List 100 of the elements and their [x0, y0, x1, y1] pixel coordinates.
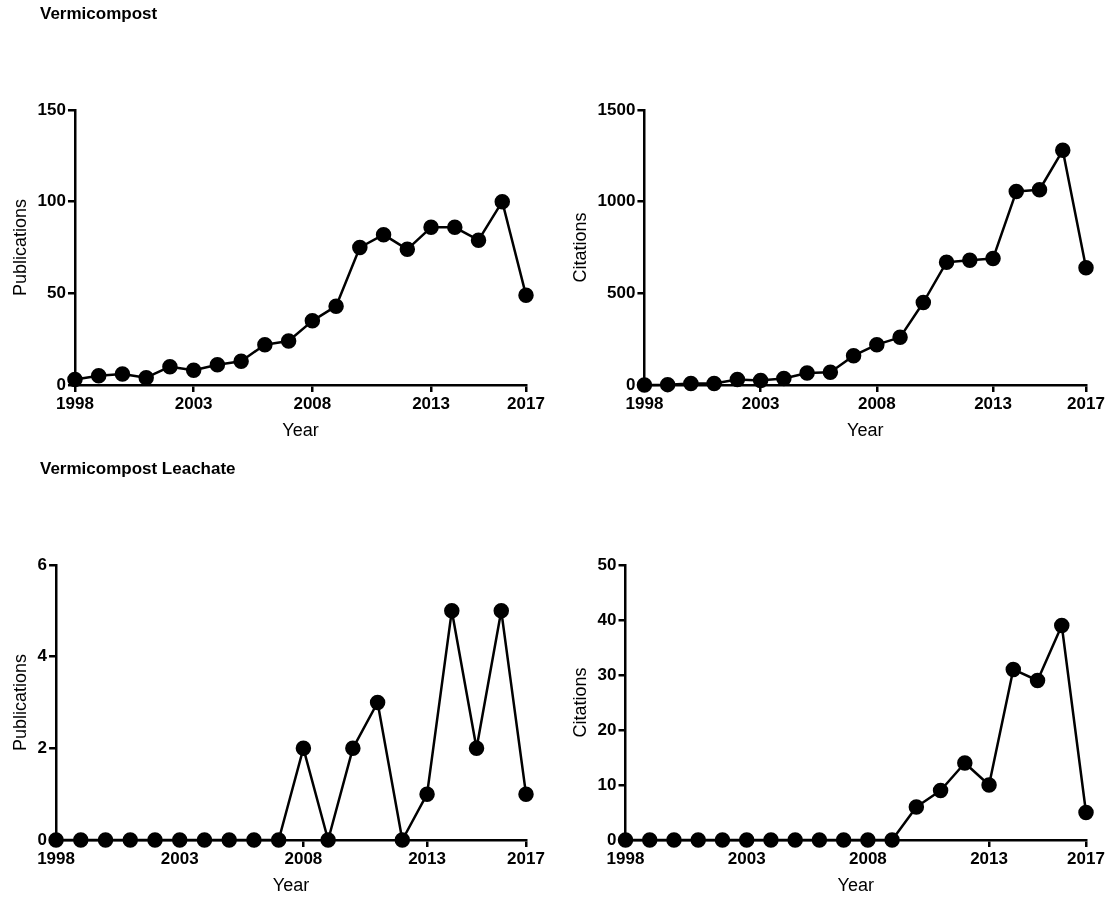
point	[860, 832, 876, 848]
point	[787, 832, 803, 848]
x-tick-label: 1998	[56, 393, 94, 413]
point	[320, 832, 336, 848]
point	[185, 362, 202, 379]
x-tick-label: 2017	[1067, 848, 1105, 868]
point	[1031, 182, 1048, 198]
y-tick-label: 1500	[597, 99, 636, 119]
point	[328, 298, 344, 314]
y-tick-label: 150	[37, 99, 66, 119]
y-axis-title: Publications	[9, 653, 30, 752]
point	[233, 353, 249, 369]
point	[776, 370, 792, 387]
point	[962, 252, 978, 269]
point	[468, 740, 485, 757]
x-tick-label: 2008	[848, 848, 887, 868]
point	[1055, 142, 1071, 159]
point	[221, 832, 237, 848]
x-tick-label: 2003	[160, 848, 199, 868]
point	[729, 371, 746, 388]
x-tick-label: 2013	[412, 393, 450, 413]
point	[666, 832, 682, 848]
x-tick-label: 2008	[284, 848, 323, 868]
point	[892, 329, 908, 346]
point	[138, 369, 154, 386]
point	[394, 832, 411, 848]
x-tick-label: 2013	[974, 393, 1012, 413]
point	[811, 832, 828, 848]
x-tick-label: 2003	[741, 393, 780, 413]
point	[67, 371, 83, 388]
x-axis-title: Year	[837, 875, 874, 896]
y-tick-label: 40	[597, 609, 617, 629]
x-tick-label: 2017	[1067, 393, 1105, 413]
point	[470, 232, 487, 248]
y-tick-label: 0	[607, 829, 617, 849]
point	[518, 287, 534, 303]
point	[444, 603, 460, 619]
point	[1054, 617, 1070, 634]
y-tick-label: 0	[625, 374, 636, 394]
chart-title: Vermicompost Leachate	[40, 459, 236, 479]
point	[884, 832, 900, 848]
point	[257, 336, 273, 353]
point	[280, 333, 297, 349]
point	[1029, 672, 1046, 689]
x-axis-title: Year	[272, 875, 310, 896]
point	[636, 377, 653, 393]
x-tick-label: 2017	[507, 848, 545, 868]
point	[375, 226, 392, 243]
x-tick-label: 1998	[37, 848, 75, 868]
point	[114, 366, 131, 382]
y-tick-label: 6	[37, 554, 48, 574]
y-axis-title: Publications	[9, 198, 30, 297]
point	[938, 254, 955, 270]
point	[822, 364, 839, 380]
y-tick-label: 10	[597, 774, 617, 794]
point	[985, 250, 1001, 267]
point	[122, 832, 139, 848]
point	[352, 239, 368, 256]
point	[147, 832, 163, 848]
point	[246, 832, 262, 848]
y-tick-label: 0	[56, 374, 66, 394]
chart-title: Vermicompost	[40, 4, 158, 24]
x-tick-label: 2013	[408, 848, 446, 868]
point	[683, 375, 699, 392]
point	[196, 832, 213, 848]
point	[399, 241, 416, 258]
point	[752, 372, 769, 389]
x-tick-label: 2017	[507, 393, 545, 413]
y-axis-title: Citations	[569, 212, 590, 283]
x-axis-title: Year	[282, 420, 319, 441]
point	[48, 832, 64, 848]
point	[73, 832, 89, 848]
point	[1008, 183, 1025, 200]
point	[932, 782, 949, 799]
point	[1078, 259, 1094, 276]
point	[493, 603, 510, 619]
point	[345, 740, 361, 757]
x-tick-label: 2003	[174, 393, 213, 413]
y-tick-label: 50	[597, 554, 617, 574]
point	[295, 740, 312, 757]
point	[915, 294, 932, 311]
y-tick-label: 2	[37, 738, 48, 758]
point	[162, 358, 178, 375]
point	[763, 832, 779, 848]
y-tick-label: 1000	[597, 191, 636, 211]
x-tick-label: 1998	[625, 393, 664, 413]
point	[714, 832, 731, 848]
point	[738, 832, 755, 848]
x-tick-label: 2013	[970, 848, 1008, 868]
point	[270, 832, 287, 848]
point	[835, 832, 852, 848]
point	[908, 799, 925, 815]
point	[981, 777, 997, 793]
point	[869, 336, 885, 353]
y-axis-title: Citations	[569, 667, 590, 738]
point	[706, 375, 722, 392]
point	[171, 832, 188, 848]
point	[799, 365, 815, 381]
point	[90, 368, 107, 384]
y-tick-label: 20	[597, 719, 617, 739]
